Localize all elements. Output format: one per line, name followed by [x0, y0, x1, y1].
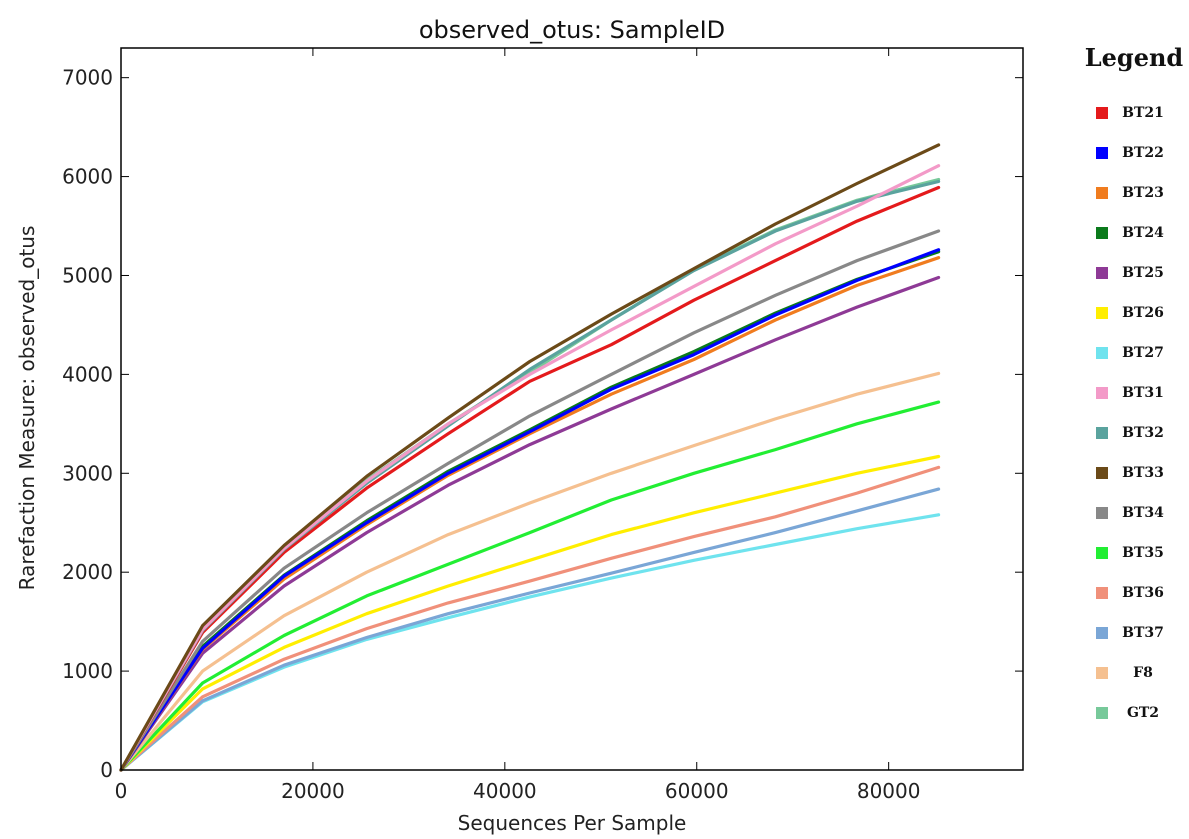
legend-swatch-bt27 [1096, 347, 1108, 359]
x-tick-label: 40000 [473, 779, 537, 803]
legend-swatch-bt24 [1096, 227, 1108, 239]
y-tick-label: 7000 [62, 66, 113, 90]
series-lines [119, 143, 941, 772]
series-line-bt36 [119, 465, 941, 772]
y-tick-label: 1000 [62, 659, 113, 683]
y-tick-label: 6000 [62, 165, 113, 189]
series-line-bt31 [119, 164, 941, 772]
series-line-bt34 [119, 229, 941, 772]
legend-swatch-bt25 [1096, 267, 1108, 279]
legend: BT21 BT22 BT23 BT24 BT25 BT26 BT27 BT31 BT32 BT33… [1096, 105, 1164, 721]
legend-label-bt33: BT33 [1122, 465, 1164, 481]
legend-label-bt37: BT37 [1122, 625, 1164, 641]
x-tick-label: 60000 [665, 779, 729, 803]
series-line-bt24 [119, 250, 941, 772]
chart-title: observed_otus: SampleID [419, 16, 725, 44]
series-line-f8 [119, 371, 941, 772]
legend-swatch-bt23 [1096, 187, 1108, 199]
legend-label-bt22: BT22 [1122, 145, 1164, 161]
x-tick-label: 20000 [281, 779, 345, 803]
y-tick-label: 0 [100, 758, 113, 782]
legend-label-bt23: BT23 [1122, 185, 1164, 201]
legend-title: Legend [1085, 43, 1184, 72]
legend-label-bt35: BT35 [1122, 545, 1164, 561]
legend-swatch-f8 [1096, 667, 1108, 679]
y-tick-label: 5000 [62, 263, 113, 287]
plot-frame [120, 47, 1024, 771]
legend-swatch-bt34 [1096, 507, 1108, 519]
x-tick-label: 80000 [857, 779, 921, 803]
axis-ticks: 0 20000 40000 60000 80000 0 1000 2000 3000 4000 50… [62, 48, 1023, 803]
series-line-bt23 [119, 256, 941, 772]
x-axis-title: Sequences Per Sample [458, 811, 687, 835]
legend-label-bt31: BT31 [1122, 385, 1164, 401]
legend-label-gt2: GT2 [1127, 705, 1159, 721]
y-tick-label: 3000 [62, 461, 113, 485]
legend-swatch-bt32 [1096, 427, 1108, 439]
legend-swatch-bt35 [1096, 547, 1108, 559]
series-line-bt37 [119, 487, 941, 772]
legend-swatch-bt26 [1096, 307, 1108, 319]
legend-swatch-bt22 [1096, 147, 1108, 159]
series-line-bt35 [119, 400, 941, 772]
legend-label-bt36: BT36 [1122, 585, 1164, 601]
legend-label-bt32: BT32 [1122, 425, 1164, 441]
legend-swatch-bt21 [1096, 107, 1108, 119]
legend-swatch-bt36 [1096, 587, 1108, 599]
y-axis-title: Rarefaction Measure: observed_otus [15, 226, 39, 591]
legend-label-bt34: BT34 [1122, 505, 1164, 521]
series-line-bt25 [119, 275, 941, 772]
legend-swatch-gt2 [1096, 707, 1108, 719]
series-line-bt33 [119, 143, 941, 772]
y-tick-label: 4000 [62, 362, 113, 386]
legend-label-bt24: BT24 [1122, 225, 1164, 241]
legend-label-f8: F8 [1133, 665, 1153, 681]
legend-swatch-bt37 [1096, 627, 1108, 639]
legend-swatch-bt33 [1096, 467, 1108, 479]
legend-label-bt21: BT21 [1122, 105, 1164, 121]
legend-label-bt27: BT27 [1122, 345, 1164, 361]
y-tick-label: 2000 [62, 560, 113, 584]
x-tick-label: 0 [115, 779, 128, 803]
series-line-bt21 [119, 185, 941, 772]
series-line-bt26 [119, 454, 941, 772]
legend-label-bt25: BT25 [1122, 265, 1164, 281]
series-line-bt22 [119, 248, 941, 772]
legend-label-bt26: BT26 [1122, 305, 1164, 321]
legend-swatch-bt31 [1096, 387, 1108, 399]
